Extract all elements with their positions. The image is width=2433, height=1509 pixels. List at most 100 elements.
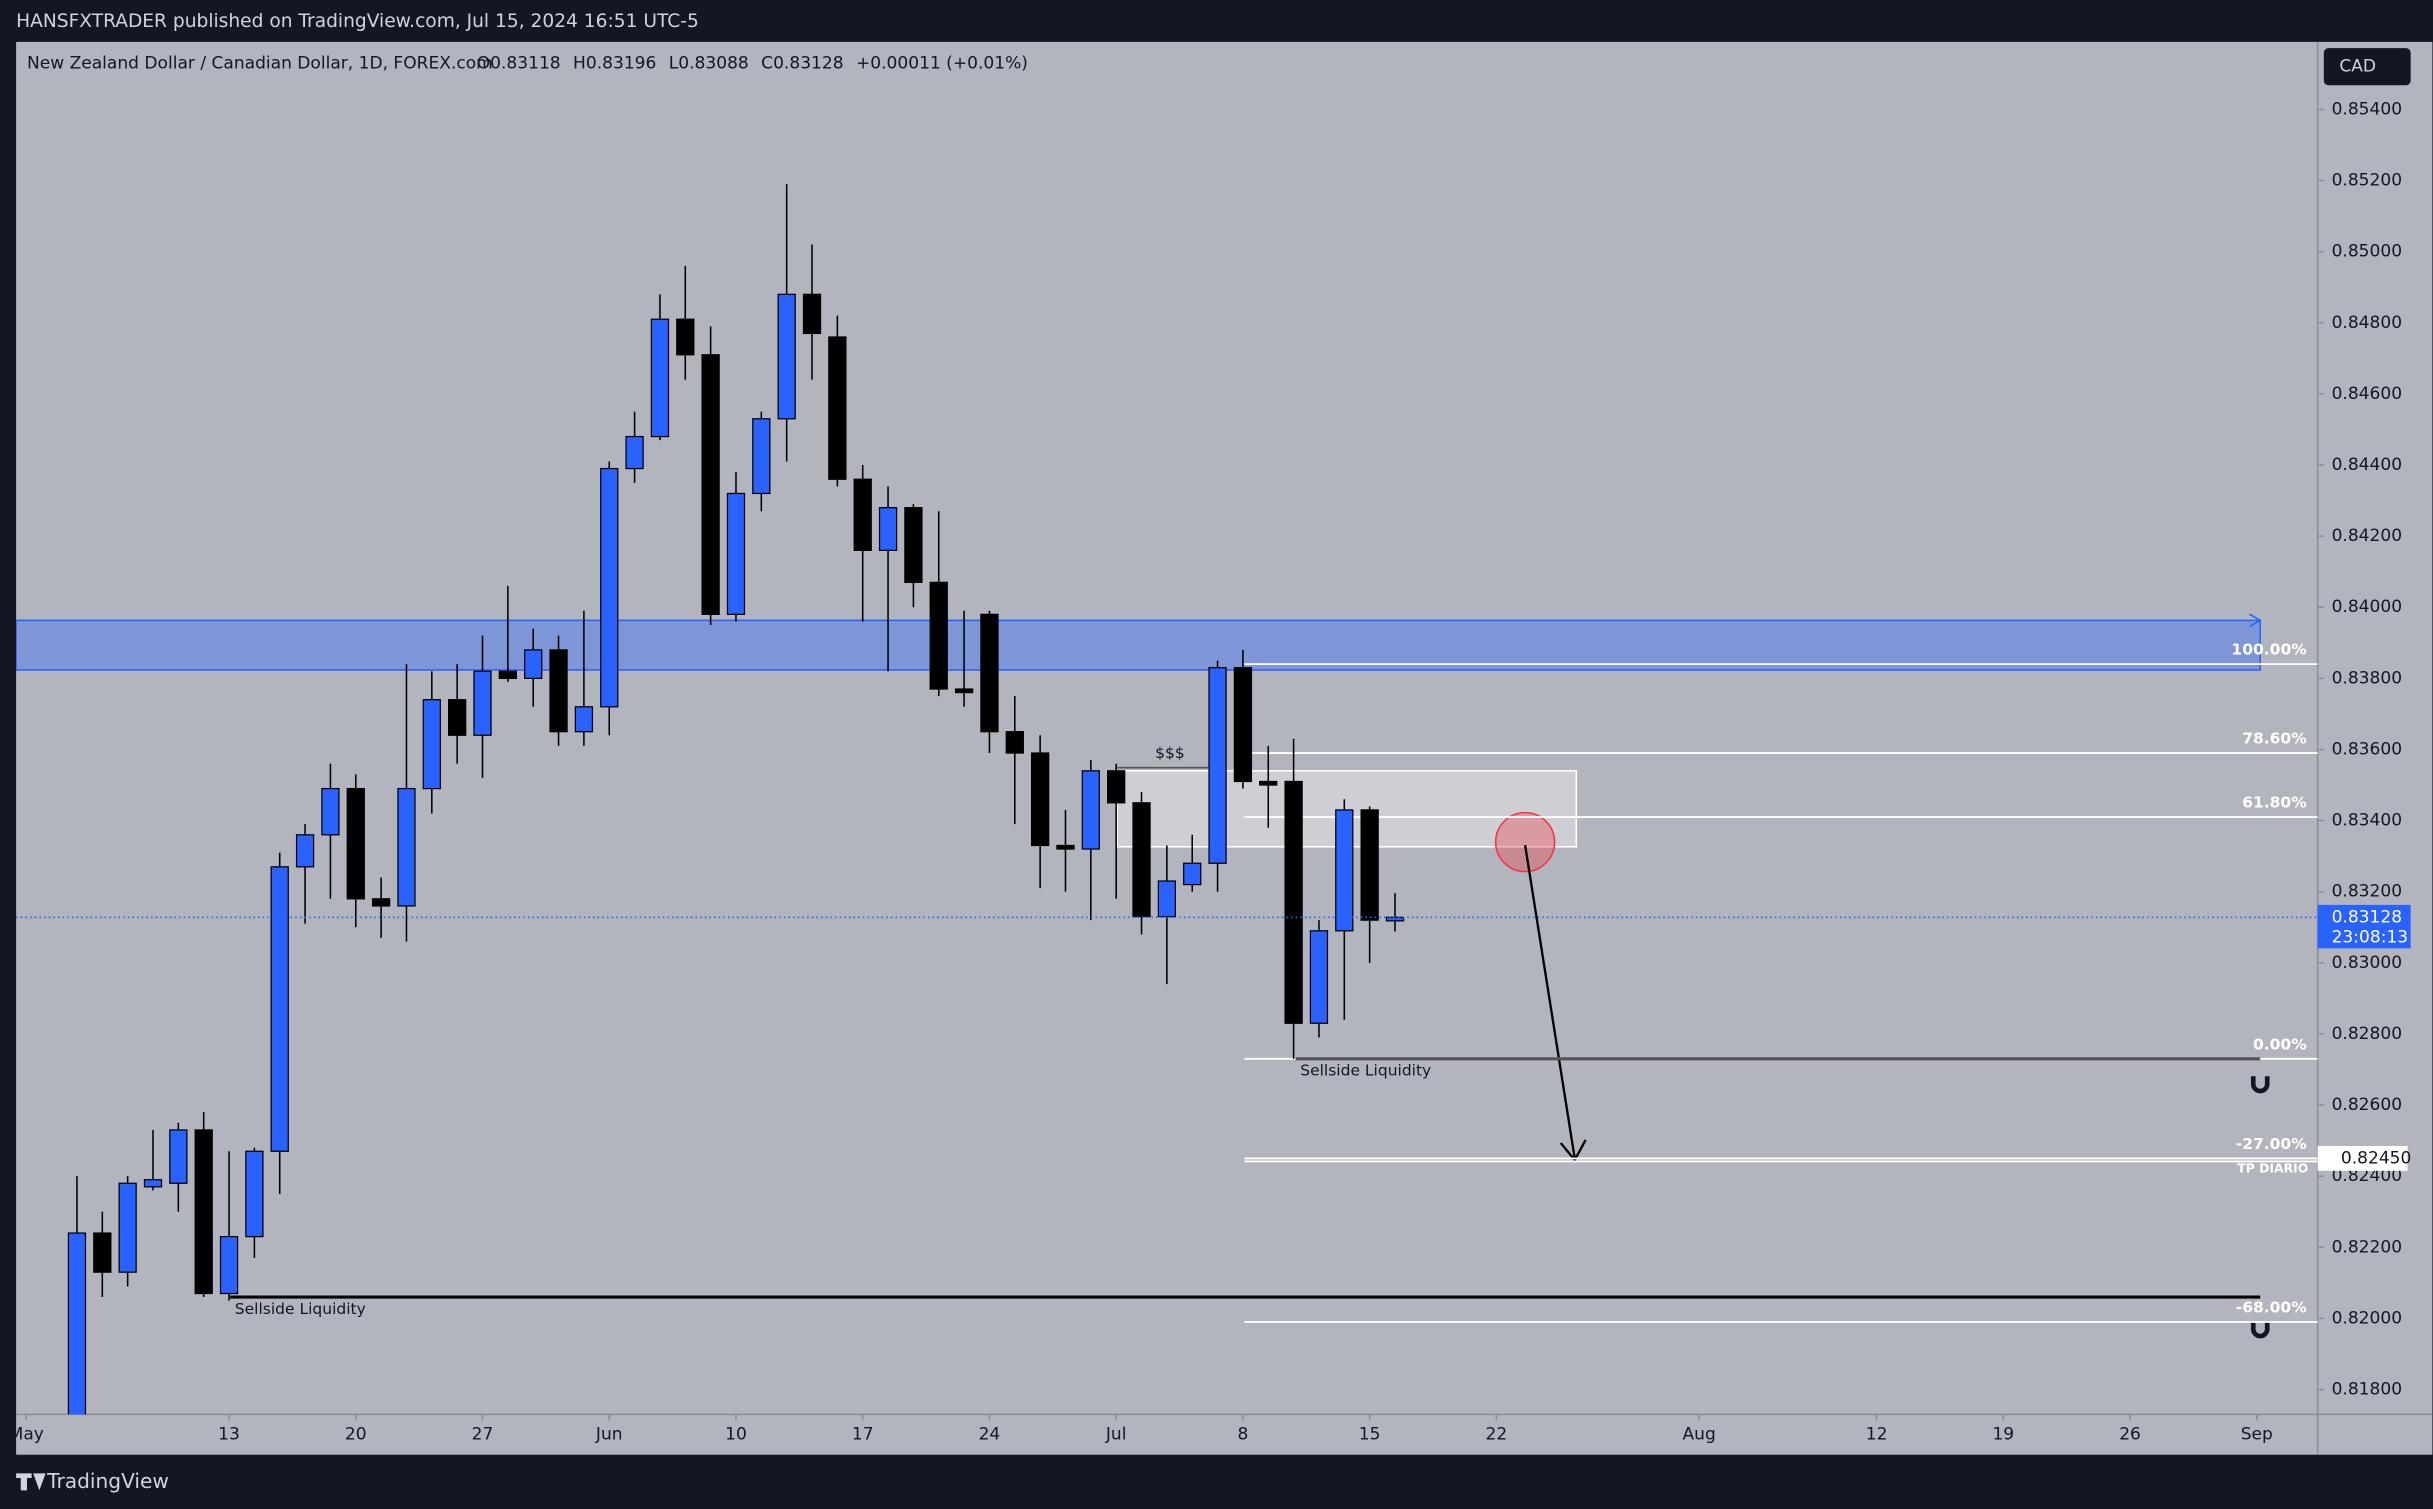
target-label: 0.82450	[2341, 1148, 2412, 1168]
x-tick-label: 13	[218, 1425, 240, 1445]
candle-body	[549, 649, 568, 733]
candle-body	[726, 492, 746, 615]
candle-body	[1360, 809, 1379, 921]
status-value: H0.83196	[573, 54, 656, 74]
candle-body	[448, 699, 467, 736]
y-tick-label: 0.82600	[2332, 1095, 2403, 1115]
arrow-head	[1559, 1139, 1587, 1163]
candle-body	[954, 688, 974, 694]
candle-body	[346, 787, 365, 900]
candle-body	[904, 507, 923, 583]
y-tick-label: 0.84600	[2332, 384, 2403, 404]
candle-body	[828, 336, 847, 480]
candle-body	[929, 581, 948, 690]
magnet-icon	[2250, 1076, 2270, 1094]
circle	[1494, 811, 1556, 873]
candle-body	[1132, 802, 1151, 918]
x-tick-label: 27	[472, 1425, 494, 1445]
y-tick-label: 0.83600	[2332, 739, 2403, 759]
candle-body	[397, 787, 416, 907]
candle-body	[1259, 780, 1278, 786]
fib-label: -68.00%	[2236, 1298, 2307, 1316]
x-tick-label: 17	[852, 1425, 874, 1445]
target-tag	[2317, 1145, 2408, 1171]
candle-body	[194, 1129, 213, 1295]
candle-body	[752, 418, 771, 495]
candle-body	[802, 293, 822, 335]
y-tick-label: 0.83200	[2332, 882, 2403, 902]
liquidity-label: Sellside Liquidity	[1300, 1062, 1431, 1080]
liquidity-label: Sellside Liquidity	[235, 1300, 366, 1318]
y-tick-label: 0.84400	[2332, 455, 2403, 475]
x-tick-label: 19	[1992, 1425, 2014, 1445]
candle-body	[524, 649, 543, 679]
candle-body	[574, 706, 594, 733]
candle-body	[676, 318, 695, 356]
plot	[16, 184, 2318, 1415]
candle-body	[777, 293, 796, 420]
candle-body	[878, 507, 898, 551]
status-value: C0.83128	[761, 54, 843, 74]
candle-body	[1056, 844, 1075, 850]
y-tick-label: 0.82800	[2332, 1024, 2403, 1044]
fib-label: 78.60%	[2242, 730, 2307, 748]
brand-logo	[16, 1473, 46, 1491]
candle-body	[650, 318, 670, 438]
chart-title: New Zealand Dollar / Canadian Dollar, 1D…	[27, 54, 493, 74]
candle-body	[270, 866, 289, 1152]
target-text: TP DIARIO	[2237, 1161, 2308, 1176]
candle-body	[1107, 770, 1126, 804]
y-tick-label: 0.81800	[2332, 1380, 2403, 1400]
candle-body	[245, 1150, 264, 1238]
y-tick-label: 0.82200	[2332, 1237, 2403, 1257]
candle-body	[1309, 930, 1329, 1024]
y-tick-label: 0.82400	[2332, 1166, 2403, 1186]
candle-body	[321, 787, 340, 836]
y-tick-label: 0.84200	[2332, 526, 2403, 546]
y-tick-label: 0.83400	[2332, 811, 2403, 831]
x-tick-label: 22	[1486, 1425, 1508, 1445]
x-tick-label: 10	[725, 1425, 747, 1445]
candle-body	[219, 1235, 239, 1295]
candle-body	[422, 699, 441, 790]
drawings	[16, 613, 2262, 1163]
currency[interactable]: CAD	[2339, 57, 2376, 77]
candle-body	[93, 1232, 112, 1273]
publisher: HANSFXTRADER published on TradingView.co…	[16, 11, 699, 32]
y-tick-label: 0.84000	[2332, 597, 2403, 617]
last-price-label: 0.83128	[2332, 907, 2403, 927]
x-tick-label: 26	[2119, 1425, 2141, 1445]
x-tick-label: Jul	[1105, 1425, 1127, 1445]
status-value: L0.83088	[669, 54, 749, 74]
candle-body	[295, 834, 315, 868]
candle-body	[1284, 780, 1303, 1024]
candle-body	[701, 354, 720, 615]
marker-text: $$$	[1155, 744, 1185, 762]
zone	[16, 619, 2262, 671]
x-tick-label: May	[9, 1425, 44, 1445]
x-tick-label: 12	[1866, 1425, 1888, 1445]
arrow	[1523, 845, 1576, 1159]
fib-label: 61.80%	[2242, 794, 2307, 812]
y-tick-label: 0.85000	[2332, 242, 2403, 262]
y-tick-label: 0.85400	[2332, 99, 2403, 119]
candle-body	[67, 1232, 87, 1415]
candle-body	[1208, 667, 1227, 864]
x-tick-label: 15	[1359, 1425, 1381, 1445]
x-tick-label: 8	[1237, 1425, 1248, 1445]
candle-body	[1335, 809, 1354, 932]
x-tick-label: 20	[345, 1425, 367, 1445]
candle-body	[1233, 667, 1253, 783]
status-value: +0.00011 (+0.01%)	[856, 54, 1028, 74]
status-value: O0.83118	[477, 54, 561, 74]
candle-body	[1385, 916, 1405, 922]
candle-body	[853, 478, 872, 551]
currency-button[interactable]	[2323, 48, 2411, 86]
candle-body	[473, 670, 492, 736]
candle-body	[625, 435, 644, 470]
x-tick-label: Sep	[2241, 1425, 2273, 1445]
x-tick-label: Aug	[1683, 1425, 1716, 1445]
magnet-icon	[2250, 1321, 2270, 1339]
x-tick-label: 24	[979, 1425, 1001, 1445]
